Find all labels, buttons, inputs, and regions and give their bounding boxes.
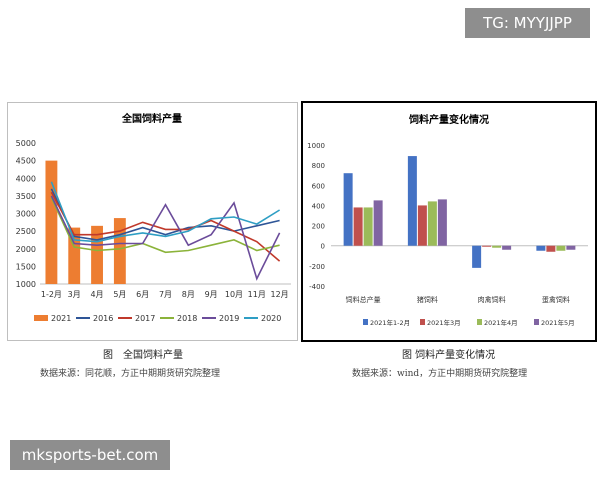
- watermark-top-right: TG: MYYJJPP: [465, 8, 590, 38]
- line-series-2019: [50, 195, 281, 281]
- x-tick-label: 4月: [90, 290, 103, 299]
- x-tick-label: 猪饲料: [417, 295, 438, 304]
- x-tick-label: 11月: [248, 290, 266, 299]
- left-chart-panel: 全国饲料产量 1000 1500 2000 2500 3000 3500 4000 4500 50…: [7, 102, 298, 341]
- x-tick-label: 12月: [270, 290, 288, 299]
- left-figure-caption: 图 全国饲料产量: [103, 350, 183, 361]
- legend-label: 2016: [93, 314, 113, 323]
- y-tick-label: 1000: [16, 280, 36, 289]
- y-tick-label: 1500: [16, 262, 36, 271]
- y-tick-label: 400: [312, 202, 325, 210]
- y-tick-label: 2000: [16, 245, 36, 254]
- legend-label: 2021年3月: [427, 318, 461, 327]
- x-tick-label: 1-2月: [41, 290, 62, 299]
- bar-2021年1-2月-蛋禽饲料: [536, 245, 546, 251]
- right-figure-caption: 图 饲料产量变化情况: [402, 350, 496, 361]
- right-chart: 饲料产量变化情况 -400 -200 0 200 400 600 800 1000 饲料总产量 猪饲…: [307, 113, 588, 327]
- left-data-source: 数据来源：同花顺，方正中期期货研究院整理: [40, 369, 221, 379]
- bar-2021年3月-蛋禽饲料: [546, 245, 556, 252]
- legend-label: 2018: [177, 314, 197, 323]
- legend-marker-2021年3月: [420, 319, 425, 325]
- y-tick-label: 0: [321, 243, 325, 251]
- bar-2021年3月-猪饲料: [417, 205, 427, 246]
- legend-label: 2020: [261, 314, 281, 323]
- bar-2021年3月-肉禽饲料: [482, 245, 492, 247]
- y-tick-label: -200: [309, 263, 325, 271]
- x-tick-label: 6月: [136, 290, 149, 299]
- legend-label: 2019: [219, 314, 239, 323]
- bar-2021年5月-蛋禽饲料: [566, 245, 576, 250]
- bar-2021年4月-猪饲料: [427, 201, 437, 246]
- right-chart-panel: 饲料产量变化情况 -400 -200 0 200 400 600 800 1000 饲料总产量 猪饲…: [301, 101, 597, 342]
- y-tick-label: 600: [312, 182, 325, 190]
- bar-2021-4月: [91, 225, 103, 284]
- bar-2021年5月-肉禽饲料: [502, 245, 512, 250]
- line-series-2016: [50, 188, 280, 241]
- x-tick-label: 5月: [113, 290, 126, 299]
- bar-2021-1-2月: [45, 160, 58, 284]
- y-tick-label: 1000: [307, 142, 325, 150]
- x-tick-label: 8月: [182, 290, 195, 299]
- legend-marker-2021年1-2月: [363, 319, 368, 325]
- bar-2021年4月-肉禽饲料: [492, 245, 502, 248]
- x-tick-label: 肉禽饲料: [478, 295, 506, 304]
- x-tick-label: 3月: [68, 290, 81, 299]
- bar-2021年4月-蛋禽饲料: [556, 245, 566, 251]
- y-tick-label: 4000: [16, 174, 36, 183]
- bar-2021-3月: [68, 227, 81, 284]
- bar-2021-5月: [113, 218, 126, 284]
- bar-2021年1-2月-猪饲料: [407, 156, 417, 246]
- y-tick-label: -400: [309, 283, 325, 291]
- chart-title: 饲料产量变化情况: [408, 113, 489, 126]
- legend-label: 2017: [135, 314, 155, 323]
- legend-label: 2021年4月: [484, 318, 518, 327]
- right-data-source: 数据来源：wind，方正中期期货研究院整理: [352, 369, 528, 379]
- line-series-2017: [50, 191, 281, 262]
- watermark-bottom-left: mksports-bet.com: [10, 440, 170, 470]
- legend-label: 2021年5月: [541, 318, 575, 327]
- y-tick-label: 4500: [16, 157, 36, 166]
- y-tick-label: 2500: [16, 227, 36, 236]
- bar-2021年5月-饲料总产量: [373, 200, 383, 246]
- line-series-2018: [50, 197, 280, 254]
- x-tick-label: 9月: [205, 290, 218, 299]
- y-tick-label: 200: [312, 223, 325, 231]
- bar-2021年3月-饲料总产量: [353, 207, 363, 246]
- legend-marker-2021: [34, 315, 48, 321]
- legend-marker-2021年5月: [534, 319, 539, 325]
- bar-2021年1-2月-肉禽饲料: [472, 245, 482, 268]
- bar-2021年4月-饲料总产量: [363, 207, 373, 246]
- bar-2021年5月-猪饲料: [437, 199, 447, 246]
- y-tick-label: 5000: [16, 139, 36, 148]
- x-tick-label: 10月: [225, 290, 243, 299]
- left-chart: 全国饲料产量 1000 1500 2000 2500 3000 3500 4000 4500 50…: [16, 112, 291, 323]
- chart-title: 全国饲料产量: [121, 112, 182, 125]
- x-tick-label: 饲料总产量: [346, 295, 381, 304]
- x-tick-label: 7月: [159, 290, 172, 299]
- line-series-2020: [50, 181, 281, 243]
- legend-label: 2021年1-2月: [370, 318, 410, 327]
- legend-marker-2021年4月: [477, 319, 482, 325]
- legend-label: 2021: [51, 314, 71, 323]
- y-tick-label: 3000: [16, 210, 36, 219]
- bar-2021年1-2月-饲料总产量: [343, 173, 353, 246]
- x-tick-label: 蛋禽饲料: [542, 295, 570, 304]
- y-tick-label: 800: [312, 162, 325, 170]
- y-tick-label: 3500: [16, 192, 36, 201]
